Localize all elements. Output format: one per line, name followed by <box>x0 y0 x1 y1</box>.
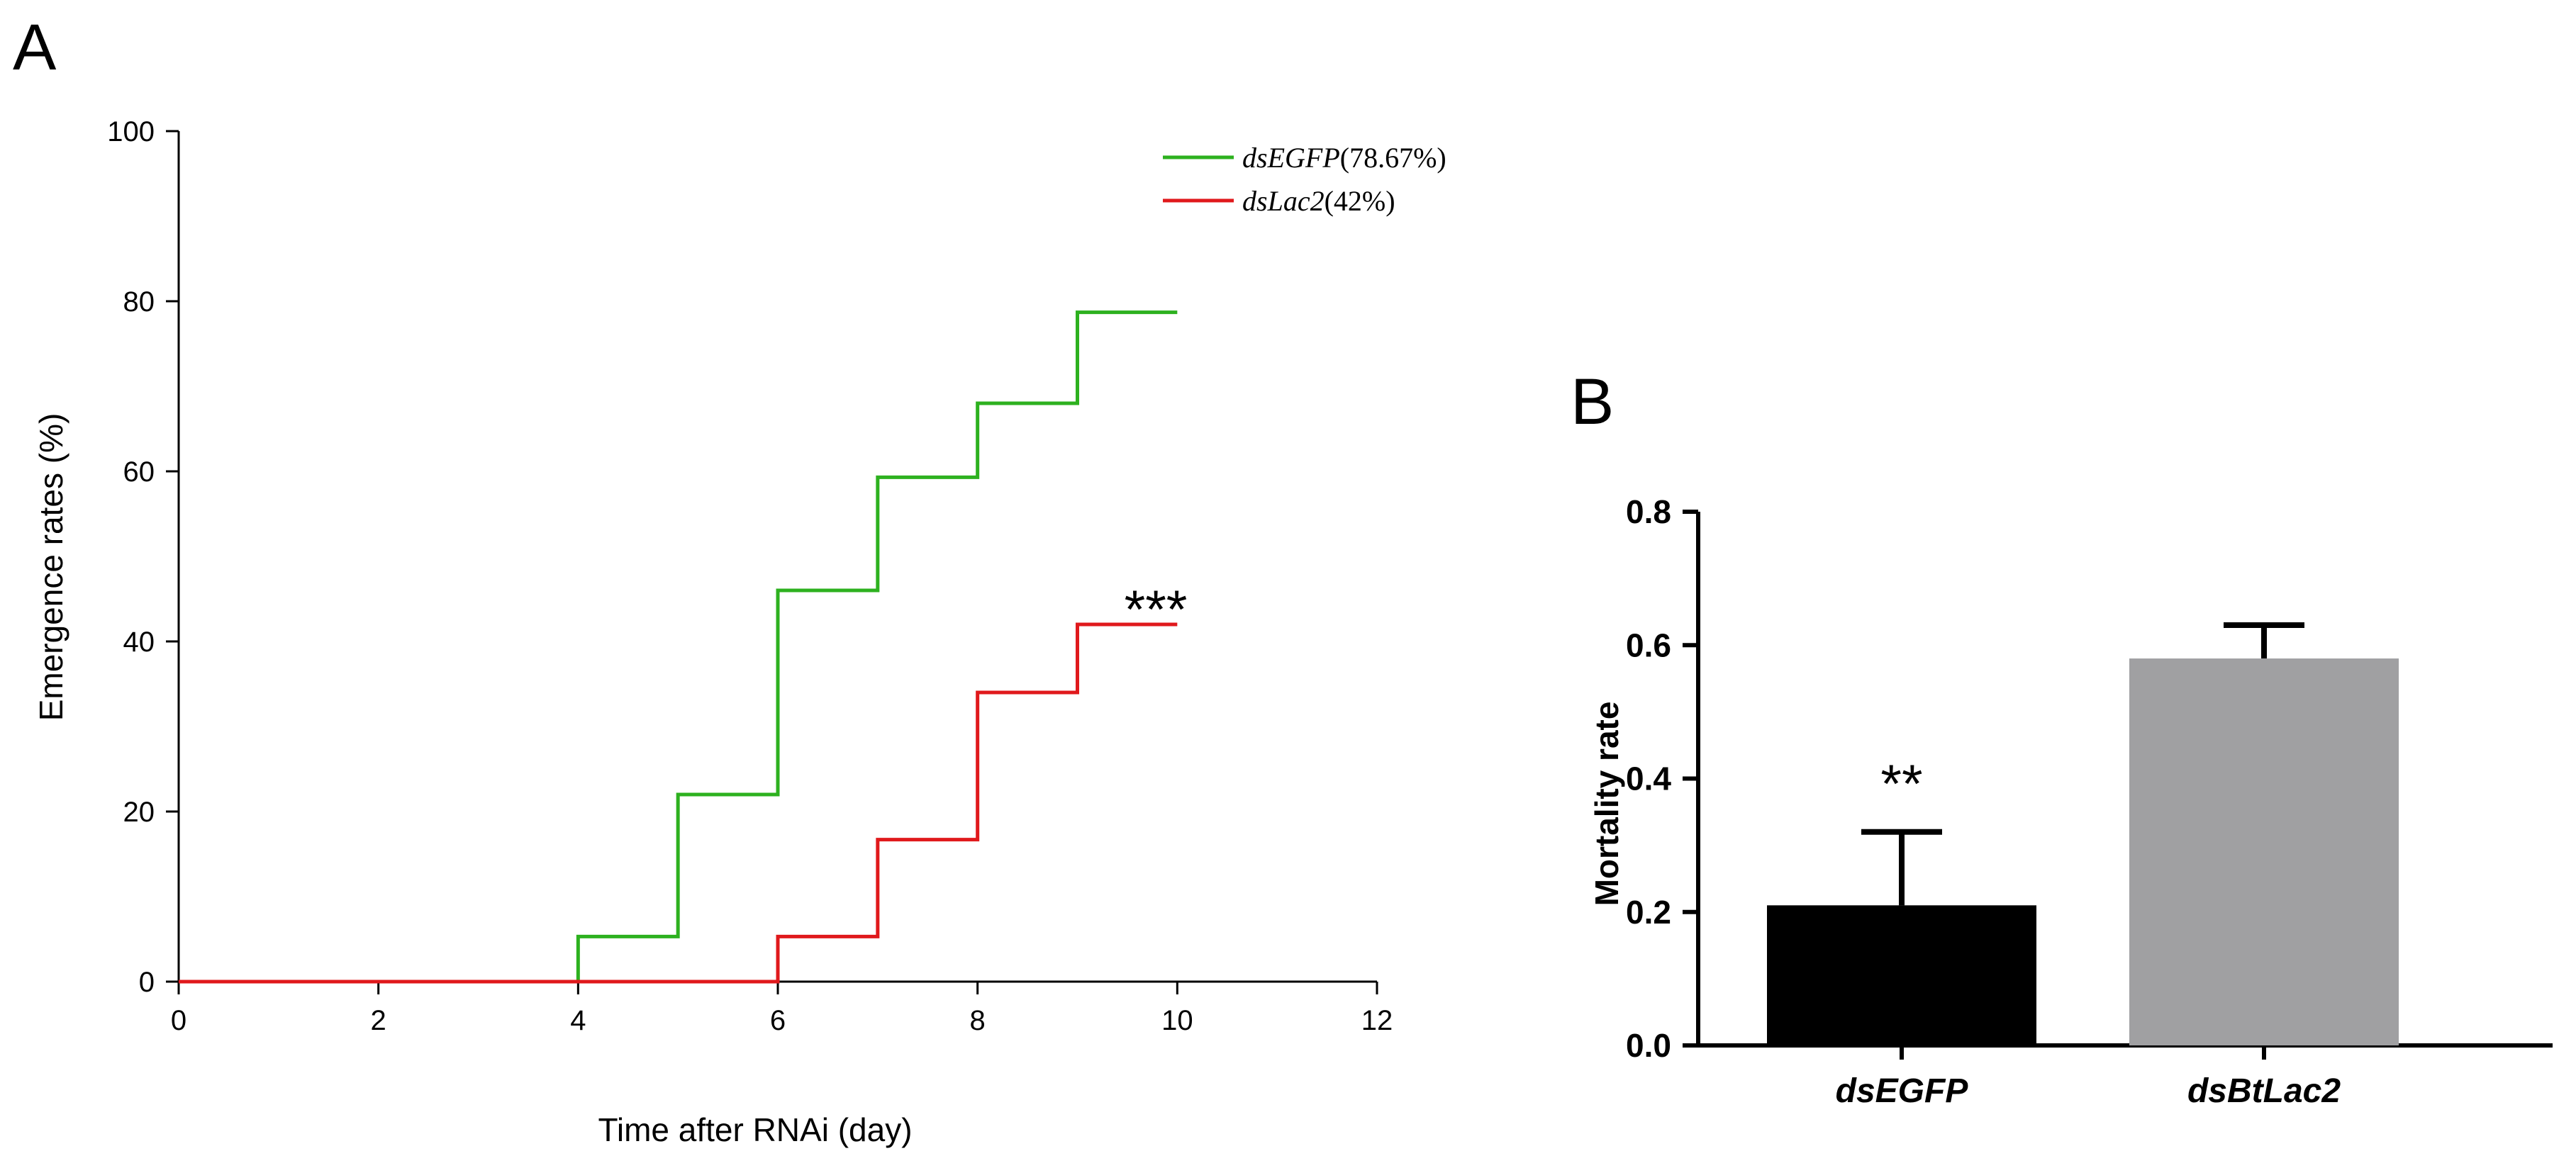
legend-label-dsegfp: dsEGFP(78.67%) <box>1242 142 1446 174</box>
legend-value-dsegfp: (78.67%) <box>1340 142 1446 174</box>
panel-b-y-axis-title: Mortality rate <box>1588 702 1625 907</box>
panel-b-axes: 0.0 0.2 0.4 0.6 0.8 <box>1626 493 2553 1064</box>
panel-a-step-chart: A 0 20 40 60 80 100 0 2 4 6 8 10 12 dsEGFP(78.67%) d… <box>13 11 1446 1148</box>
panel-b-significance: ** <box>1880 754 1922 814</box>
bar-dsegfp <box>1767 905 2036 1045</box>
series-line-dslac2 <box>179 622 1178 984</box>
panel-a-y-axis-title: Emergence rates (%) <box>33 413 69 722</box>
panel-a-y-tick-label: 0 <box>139 967 155 998</box>
panel-b-y-tick-label: 0.4 <box>1626 761 1671 797</box>
panel-a-x-tick-label: 6 <box>770 1005 786 1036</box>
panel-a-x-tick-label: 0 <box>171 1005 186 1036</box>
legend-value-dslac2: (42%) <box>1325 185 1395 217</box>
panel-a-y-tick-label: 60 <box>123 456 155 488</box>
panel-a-x-tick-label: 8 <box>970 1005 986 1036</box>
panel-b-bar-chart: B 0.0 0.2 0.4 0.6 0.8 dsEGFP dsBtLac2 ** Morta… <box>1571 366 2553 1110</box>
bar-dsbtlac2 <box>2129 658 2399 1045</box>
legend-name-dsegfp: dsEGFP <box>1242 142 1340 174</box>
panel-a-x-axis-title: Time after RNAi (day) <box>598 1111 912 1148</box>
panel-a-x-tick-label: 2 <box>371 1005 386 1036</box>
panel-b-y-tick-label: 0.0 <box>1626 1027 1671 1064</box>
panel-a-x-tick-label: 10 <box>1161 1005 1193 1036</box>
panel-a-y-tick-label: 80 <box>123 286 155 318</box>
panel-a-x-tick-label: 12 <box>1361 1005 1393 1036</box>
panel-a-y-tick-label: 40 <box>123 627 155 658</box>
legend-name-dslac2: dsLac2 <box>1242 185 1325 217</box>
panel-b-y-tick-label: 0.2 <box>1626 894 1671 931</box>
panel-b-y-tick-label: 0.8 <box>1626 493 1671 530</box>
panel-a-y-tick-label: 100 <box>107 116 155 147</box>
legend-label-dslac2: dsLac2(42%) <box>1242 185 1395 217</box>
panel-a-axes: 0 20 40 60 80 100 0 2 4 6 8 10 12 <box>107 116 1393 1036</box>
panel-a-legend: dsEGFP(78.67%) dsLac2(42%) <box>1163 142 1446 217</box>
panel-b-bars: dsEGFP dsBtLac2 ** <box>1767 622 2399 1110</box>
panel-a-y-tick-label: 20 <box>123 797 155 828</box>
panel-a-x-tick-label: 4 <box>570 1005 586 1036</box>
panel-a-letter: A <box>13 11 57 84</box>
panel-b-x-tick-label: dsEGFP <box>1836 1072 1969 1110</box>
panel-b-x-tick-label: dsBtLac2 <box>2187 1072 2341 1110</box>
panel-b-letter: B <box>1571 366 1614 438</box>
series-line-dsegfp <box>179 310 1178 984</box>
panel-a-significance: *** <box>1125 580 1188 640</box>
panel-b-y-tick-label: 0.6 <box>1626 627 1671 663</box>
panel-a-series <box>179 310 1178 984</box>
